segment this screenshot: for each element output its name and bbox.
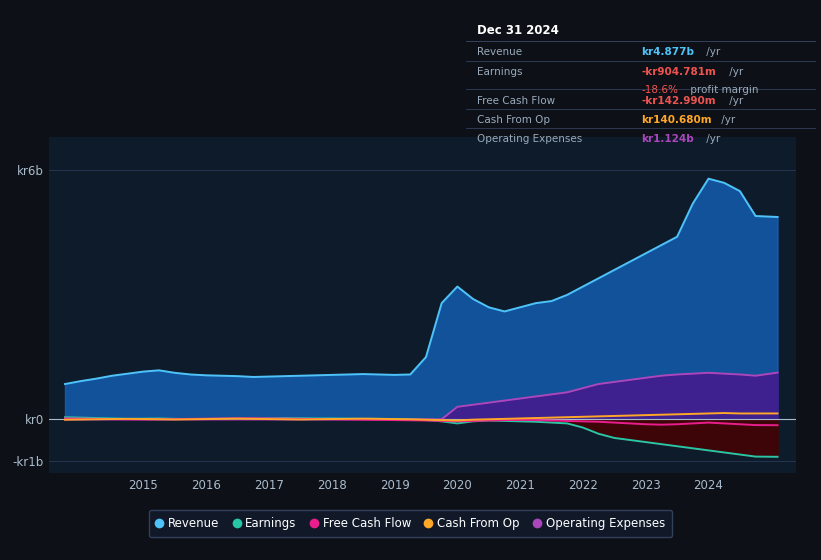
Text: Dec 31 2024: Dec 31 2024 xyxy=(476,25,558,38)
Text: /yr: /yr xyxy=(703,134,720,144)
Text: Cash From Op: Cash From Op xyxy=(476,115,549,125)
Text: /yr: /yr xyxy=(718,115,736,125)
Text: kr1.124b: kr1.124b xyxy=(641,134,694,144)
Text: Operating Expenses: Operating Expenses xyxy=(476,134,582,144)
Text: kr4.877b: kr4.877b xyxy=(641,48,694,58)
Text: /yr: /yr xyxy=(703,48,720,58)
Text: -18.6%: -18.6% xyxy=(641,85,678,95)
Text: Free Cash Flow: Free Cash Flow xyxy=(476,96,555,106)
Legend: Revenue, Earnings, Free Cash Flow, Cash From Op, Operating Expenses: Revenue, Earnings, Free Cash Flow, Cash … xyxy=(149,510,672,537)
Text: Revenue: Revenue xyxy=(476,48,521,58)
Text: /yr: /yr xyxy=(726,67,743,77)
Text: -kr904.781m: -kr904.781m xyxy=(641,67,716,77)
Text: profit margin: profit margin xyxy=(687,85,759,95)
Text: /yr: /yr xyxy=(726,96,743,106)
Text: kr140.680m: kr140.680m xyxy=(641,115,712,125)
Text: -kr142.990m: -kr142.990m xyxy=(641,96,716,106)
Text: Earnings: Earnings xyxy=(476,67,522,77)
